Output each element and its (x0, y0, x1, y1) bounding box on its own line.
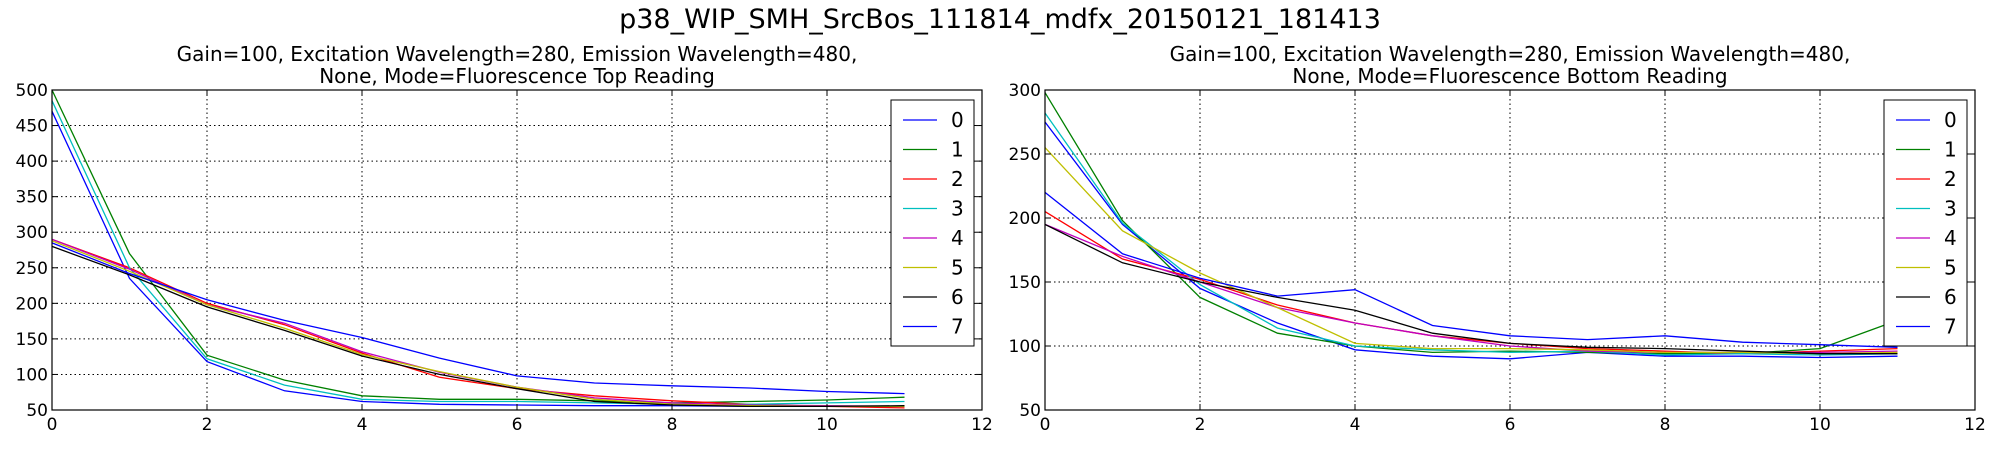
chart-panel-1: Gain=100, Excitation Wavelength=280, Emi… (1009, 42, 1986, 435)
legend: 0 1 2 3 4 5 6 7 (1883, 99, 1968, 347)
y-tick-label: 150 (16, 330, 48, 350)
legend: 0 1 2 3 4 5 6 7 (890, 99, 975, 347)
legend-label-7: 7 (951, 315, 964, 339)
x-tick-label: 12 (971, 415, 993, 435)
x-tick-label: 12 (1964, 415, 1986, 435)
legend-label-5: 5 (1944, 256, 1957, 280)
series-line-0 (51, 111, 905, 408)
y-tick-label: 250 (16, 259, 48, 279)
x-tick-label: 0 (1040, 415, 1051, 435)
x-tick-label: 0 (47, 415, 58, 435)
legend-label-1: 1 (951, 138, 964, 162)
axes-frame (1044, 89, 1976, 411)
legend-label-4: 4 (951, 226, 964, 250)
legend-label-6: 6 (1944, 285, 1957, 309)
y-tick-label: 50 (26, 401, 48, 421)
y-tick-label: 350 (16, 188, 48, 208)
legend-label-5: 5 (951, 256, 964, 280)
figure-suptitle: p38_WIP_SMH_SrcBos_111814_mdfx_20150121_… (619, 4, 1381, 35)
y-tick-label: 150 (1009, 273, 1041, 293)
series-line-3 (51, 100, 905, 405)
y-tick-label: 300 (16, 223, 48, 243)
x-tick-label: 2 (202, 415, 213, 435)
x-tick-label: 6 (512, 415, 523, 435)
legend-label-0: 0 (1944, 108, 1957, 132)
legend-label-6: 6 (951, 285, 964, 309)
x-tick-label: 4 (1350, 415, 1361, 435)
legend-label-4: 4 (1944, 226, 1957, 250)
legend-box (890, 99, 975, 347)
series-line-0 (1044, 121, 1898, 360)
axes-frame (51, 89, 983, 411)
legend-label-7: 7 (1944, 315, 1957, 339)
y-tick-label: 200 (1009, 209, 1041, 229)
y-tick-label: 250 (1009, 145, 1041, 165)
x-tick-label: 10 (816, 415, 838, 435)
y-tick-label: 50 (1019, 401, 1041, 421)
series-line-1 (1044, 92, 1898, 355)
series-line-6 (1044, 223, 1898, 355)
chart-panel-0: Gain=100, Excitation Wavelength=280, Emi… (16, 42, 993, 435)
y-tick-label: 100 (1009, 337, 1041, 357)
legend-label-3: 3 (951, 197, 964, 221)
y-tick-label: 300 (1009, 81, 1041, 101)
x-tick-label: 2 (1195, 415, 1206, 435)
chart-title-line: None, Mode=Fluorescence Top Reading (319, 64, 715, 88)
series-line-7 (1044, 191, 1898, 348)
legend-label-3: 3 (1944, 197, 1957, 221)
chart-title-line: Gain=100, Excitation Wavelength=280, Emi… (1170, 42, 1851, 66)
series-line-3 (1044, 112, 1898, 356)
legend-label-0: 0 (951, 108, 964, 132)
y-tick-label: 400 (16, 152, 48, 172)
series-line-7 (51, 242, 905, 395)
y-tick-label: 200 (16, 294, 48, 314)
series-line-5 (1044, 147, 1898, 355)
y-tick-label: 100 (16, 365, 48, 385)
x-tick-label: 8 (1660, 415, 1671, 435)
chart-title-line: Gain=100, Excitation Wavelength=280, Emi… (177, 42, 858, 66)
series-line-4 (1044, 223, 1898, 354)
x-tick-label: 6 (1505, 415, 1516, 435)
series-line-6 (51, 245, 905, 408)
series-line-2 (51, 238, 905, 409)
legend-label-1: 1 (1944, 138, 1957, 162)
legend-box (1883, 99, 1968, 347)
series-line-1 (51, 89, 905, 404)
series-line-2 (1044, 211, 1898, 355)
legend-label-2: 2 (951, 167, 964, 191)
legend-label-2: 2 (1944, 167, 1957, 191)
chart-title-line: None, Mode=Fluorescence Bottom Reading (1292, 64, 1727, 88)
x-tick-label: 8 (667, 415, 678, 435)
x-tick-label: 10 (1809, 415, 1831, 435)
y-tick-label: 500 (16, 81, 48, 101)
x-tick-label: 4 (357, 415, 368, 435)
y-tick-label: 450 (16, 117, 48, 137)
